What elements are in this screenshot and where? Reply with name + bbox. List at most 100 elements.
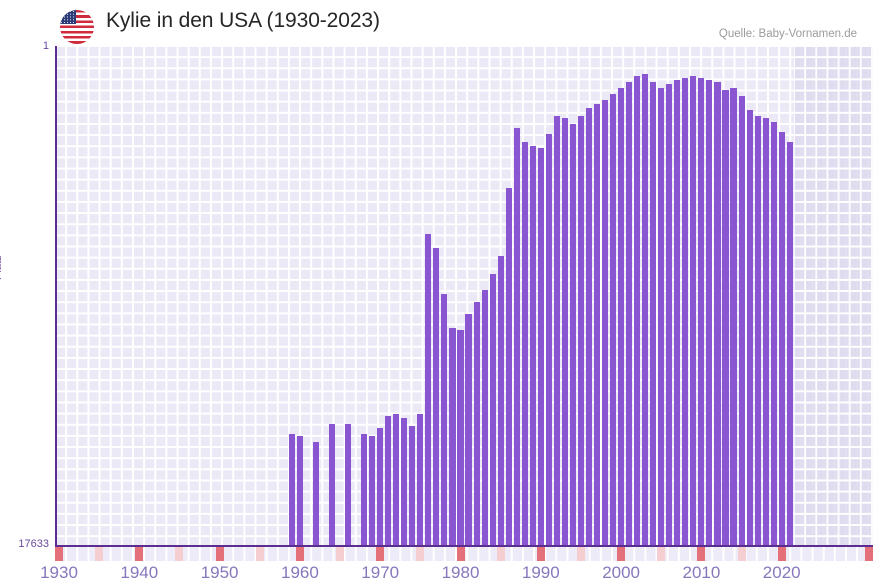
bar-2019 [770, 122, 777, 546]
x-tick-2020 [777, 547, 786, 561]
bar-1966 [345, 424, 352, 546]
bar-1982 [473, 302, 480, 546]
bar-2011 [706, 80, 713, 546]
x-tick-2000 [617, 547, 626, 561]
bar-2018 [762, 118, 769, 546]
bar-2000 [618, 88, 625, 546]
y-axis-top-label: 1 [42, 40, 49, 52]
x-tick-1990 [536, 547, 545, 561]
x-axis-label-2020: 2020 [762, 563, 801, 582]
bar-2006 [666, 84, 673, 546]
flag-canton [60, 10, 76, 24]
bar-1973 [401, 418, 408, 546]
bar-2017 [754, 116, 761, 546]
bar-1993 [561, 118, 568, 546]
bar-1984 [489, 274, 496, 546]
x-axis-label-1960: 1960 [280, 563, 319, 582]
bar-1992 [553, 116, 560, 546]
bar-1959 [288, 434, 295, 546]
x-axis-tick-strip [55, 547, 873, 561]
bar-1988 [521, 142, 528, 546]
x-tick-2010 [697, 547, 706, 561]
chart-header: Kylie in den USA (1930-2023) Quelle: Bab… [0, 0, 873, 46]
y-axis-title: Platz [0, 255, 4, 280]
bar-1994 [569, 124, 576, 546]
bar-1987 [513, 128, 520, 546]
us-flag-icon [60, 10, 94, 44]
x-tick-1970 [376, 547, 385, 561]
bar-1978 [441, 294, 448, 546]
bar-1964 [328, 424, 336, 546]
bar-series [55, 46, 873, 546]
bar-2008 [682, 78, 689, 546]
bar-2009 [690, 76, 697, 546]
bar-1990 [537, 148, 544, 546]
bar-1997 [593, 104, 601, 546]
bar-2014 [730, 88, 737, 546]
bar-1962 [312, 442, 320, 546]
bar-1971 [385, 416, 392, 546]
y-axis-bottom-label: 17633 [18, 538, 49, 550]
x-tick-2005 [657, 547, 666, 561]
bar-2002 [634, 76, 641, 546]
x-tick-2015 [737, 547, 746, 561]
x-tick-1995 [576, 547, 585, 561]
bar-1985 [497, 256, 504, 546]
x-tick-1950 [215, 547, 224, 561]
bar-1969 [369, 436, 376, 546]
bar-1986 [505, 188, 512, 546]
x-tick-1945 [175, 547, 184, 561]
bar-1974 [409, 426, 416, 546]
bar-2020 [778, 132, 785, 546]
bar-1979 [449, 328, 456, 546]
bar-2001 [626, 82, 633, 546]
bar-2010 [698, 78, 705, 546]
bar-1975 [417, 414, 424, 546]
x-axis-label-1990: 1990 [521, 563, 560, 582]
bar-1996 [585, 108, 593, 546]
bar-2021 [786, 142, 793, 546]
bar-1960 [296, 436, 303, 546]
x-axis-label-2000: 2000 [602, 563, 641, 582]
x-tick-1955 [255, 547, 264, 561]
x-axis-label-1970: 1970 [361, 563, 400, 582]
bar-2003 [642, 74, 649, 546]
bar-2013 [722, 90, 729, 546]
x-tick-1935 [95, 547, 104, 561]
bar-1995 [577, 116, 584, 546]
x-tick-end [865, 547, 873, 561]
bar-1983 [481, 290, 488, 546]
bar-1970 [377, 428, 384, 546]
no-data-region [794, 46, 873, 546]
plot-area [55, 46, 873, 546]
x-axis-label-1940: 1940 [120, 563, 159, 582]
page-title: Kylie in den USA (1930-2023) [106, 9, 380, 32]
x-axis-label-2010: 2010 [682, 563, 721, 582]
x-tick-1980 [456, 547, 465, 561]
plot-grid-background [55, 46, 873, 546]
x-axis-label-1950: 1950 [200, 563, 239, 582]
bar-1981 [465, 314, 472, 546]
bar-2007 [674, 80, 681, 546]
bar-1976 [425, 234, 432, 546]
bar-1977 [433, 248, 440, 546]
x-axis-label-1930: 1930 [40, 563, 78, 582]
bar-1980 [457, 330, 464, 546]
bar-1972 [393, 414, 400, 546]
x-tick-1985 [496, 547, 505, 561]
bar-2004 [650, 82, 657, 546]
x-tick-1940 [135, 547, 144, 561]
source-attribution: Quelle: Baby-Vornamen.de [718, 28, 857, 40]
x-axis-label-1980: 1980 [441, 563, 480, 582]
bar-1998 [602, 100, 609, 546]
bar-1968 [361, 434, 368, 546]
bar-2016 [746, 110, 753, 546]
bar-2015 [738, 96, 745, 546]
x-tick-1960 [295, 547, 304, 561]
y-axis-line [55, 46, 57, 547]
bar-1999 [610, 94, 617, 546]
x-tick-1975 [416, 547, 425, 561]
bar-1989 [529, 146, 536, 546]
x-axis-line [55, 545, 873, 547]
bar-2012 [714, 82, 721, 546]
